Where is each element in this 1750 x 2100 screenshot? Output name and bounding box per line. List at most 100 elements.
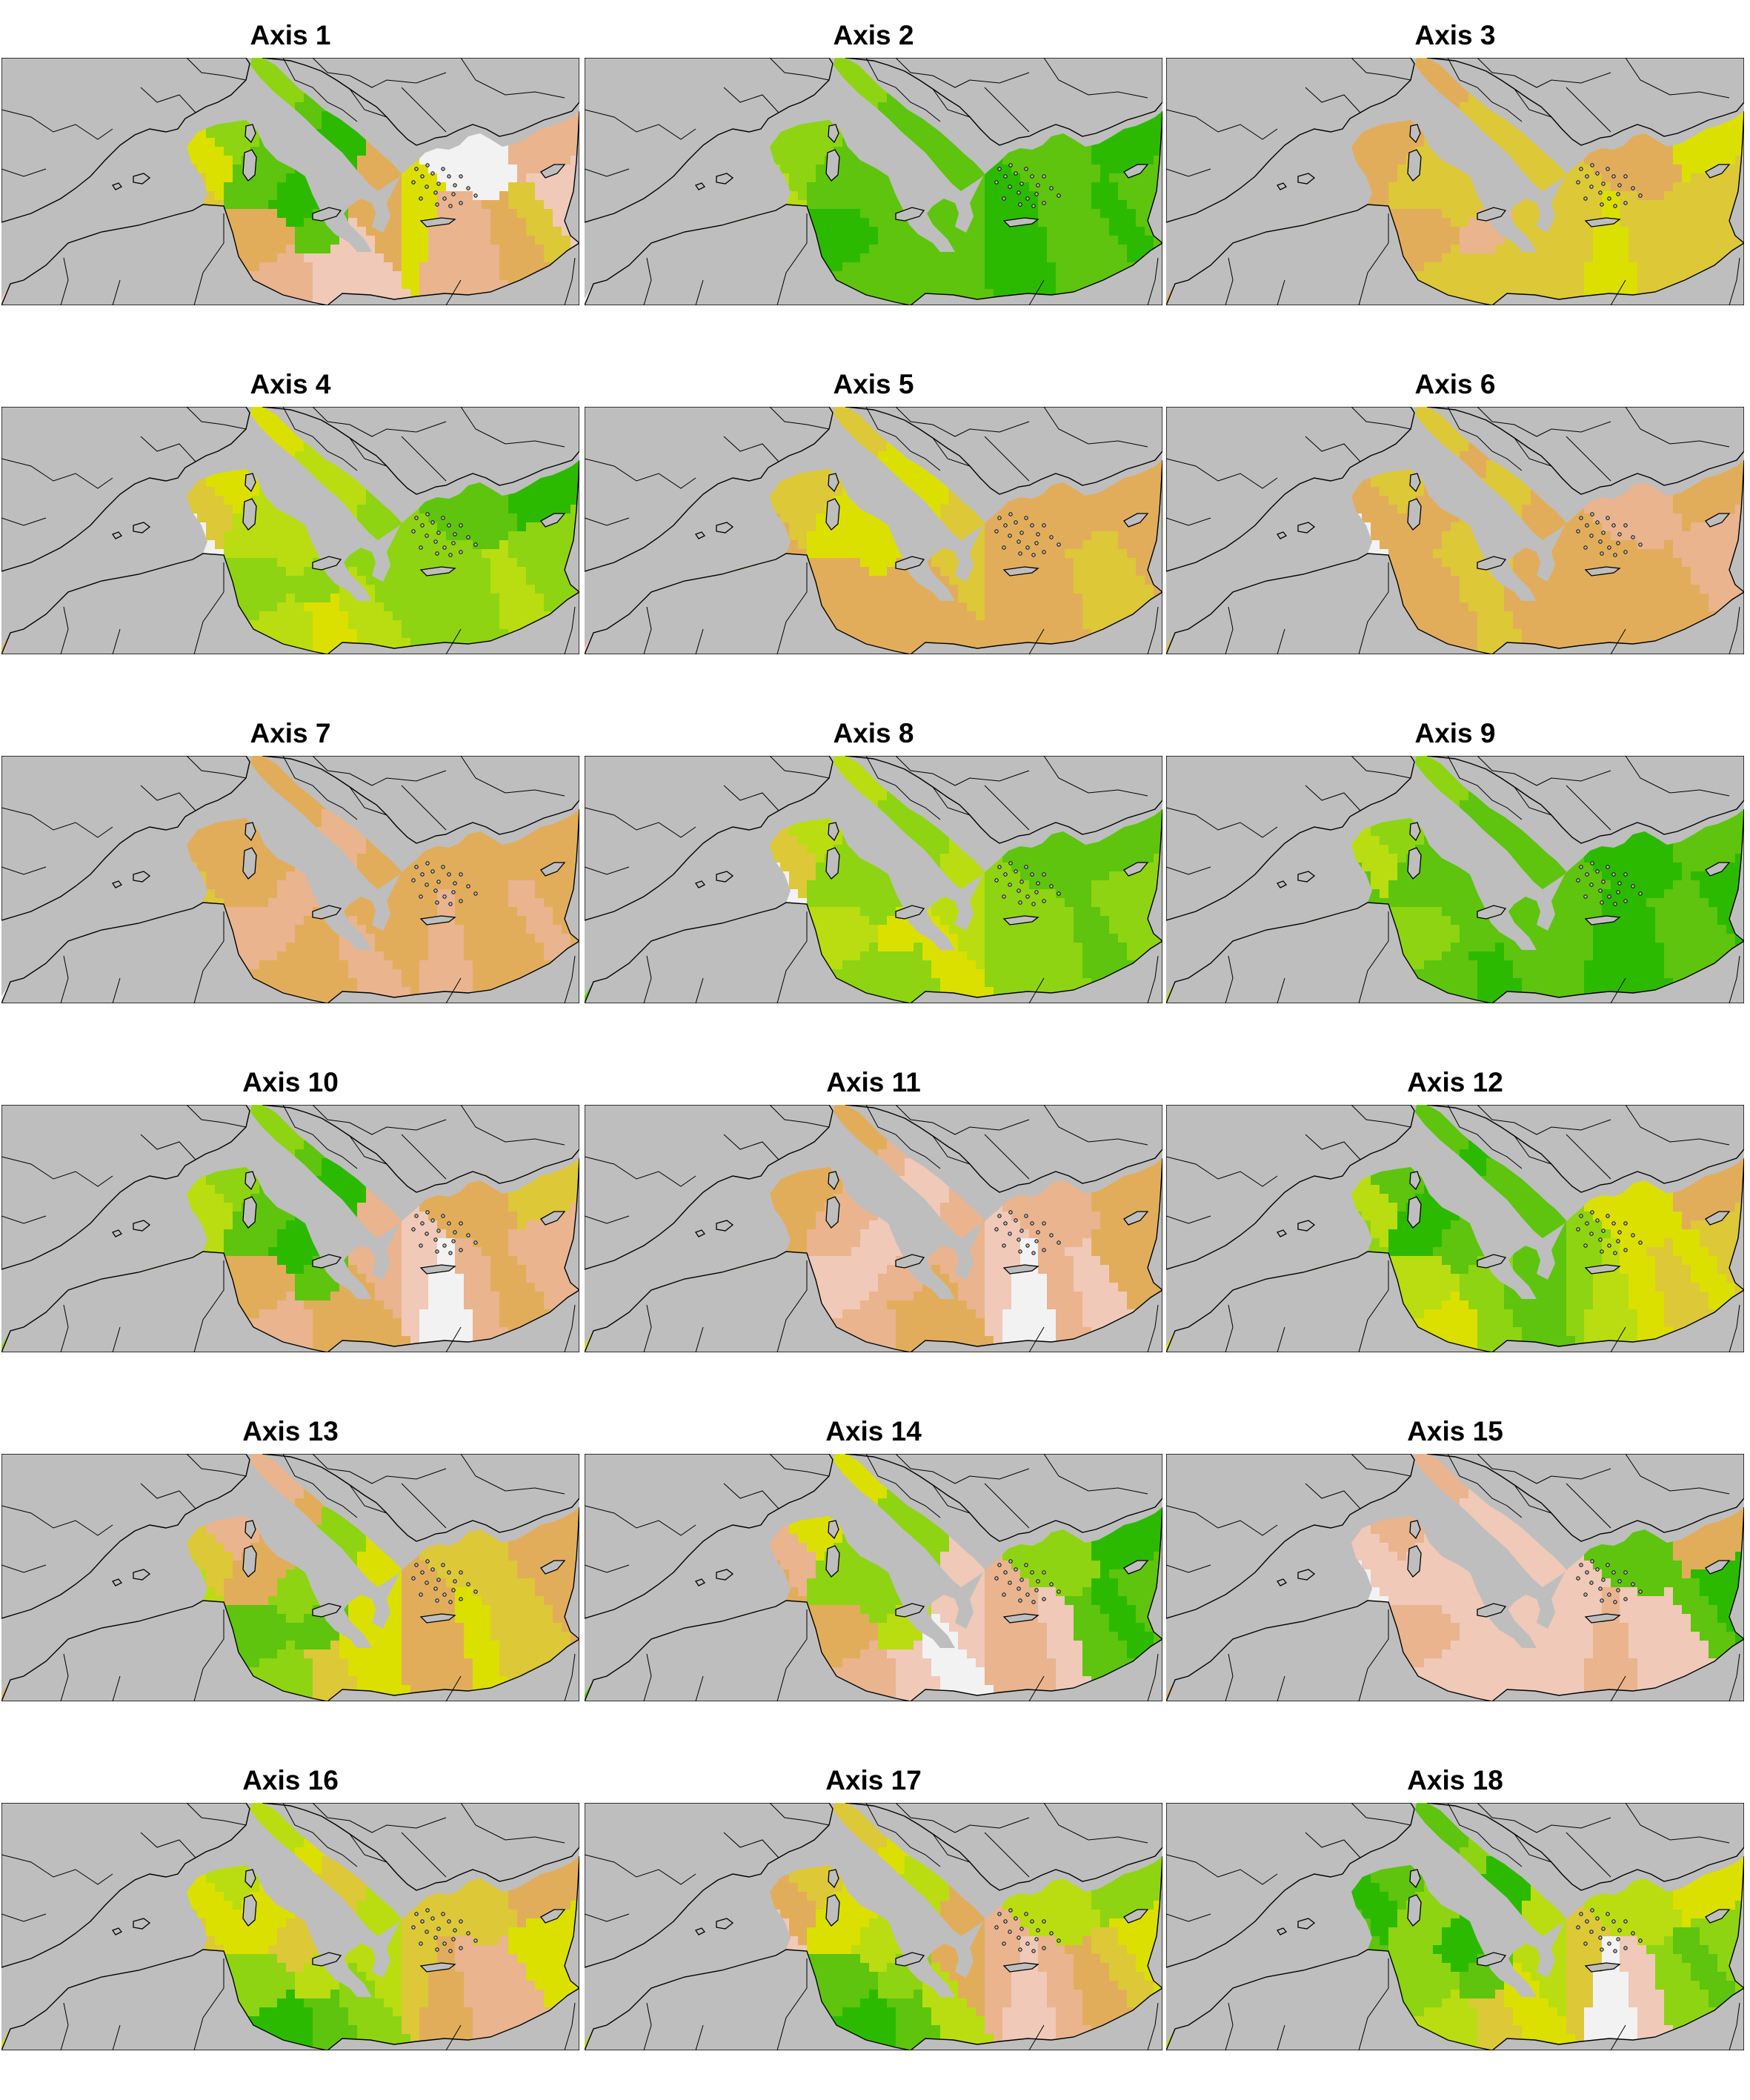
island [895,207,925,222]
islet [411,180,416,185]
islet [1008,1908,1013,1913]
country-border [1610,279,1626,305]
islet [451,1937,456,1941]
land-mass [564,1855,579,1989]
country-border [1566,1483,1611,1529]
country-border [585,168,630,177]
islet [1002,1941,1006,1946]
islet [436,1927,441,1931]
islet [1042,899,1046,903]
islet [1002,545,1006,550]
island [244,124,256,144]
islet [1030,523,1034,528]
islet [466,884,470,888]
islet [1598,190,1603,195]
islet [1018,1598,1022,1603]
country-border [723,436,779,462]
country-border [564,1653,576,1701]
islet [1008,1210,1013,1215]
islet [420,872,425,877]
country-border [60,1653,69,1701]
country-border [984,785,1030,831]
islet [1042,1221,1046,1226]
islet [411,878,416,883]
land-mass [1,1803,250,1968]
country-border [932,1135,971,1165]
country-border [186,1454,247,1477]
islet [466,186,470,190]
mediterranean-map [585,1105,1162,1352]
island [1705,164,1731,179]
islet [1030,1570,1034,1575]
islet [1018,1947,1022,1952]
country-border [1277,628,1285,654]
land-mass [1147,1506,1162,1640]
islet [466,1582,470,1586]
islet [1607,1592,1611,1597]
islet [1049,1931,1054,1935]
panel-title: Axis 14 [585,1396,1162,1454]
country-border [776,911,808,1003]
islet [1057,1589,1061,1594]
country-border [585,866,630,875]
islet [442,1941,447,1946]
country-border [1351,407,1411,430]
land-mass [1,902,328,1003]
island [1407,498,1422,531]
islet [1623,550,1628,554]
country-border [865,58,941,122]
country-border [723,785,779,811]
islet [447,523,451,528]
country-border [1,866,47,875]
island [1277,531,1288,539]
panel-title: Axis 16 [1,1745,579,1803]
country-border [1305,785,1361,811]
mediterranean-map [1166,1105,1744,1352]
islet [1613,902,1617,906]
island [419,217,456,227]
islet [1631,1233,1635,1237]
islet [459,1946,463,1950]
country-border [445,1326,462,1352]
island [1123,164,1149,179]
islet [420,1221,425,1226]
islet [1017,539,1021,544]
islet [459,201,463,205]
islet [1031,1949,1036,1953]
islet [1589,185,1594,189]
land-mass [326,591,579,654]
islet [1008,534,1012,538]
country-border [1225,2002,1234,2050]
islet [425,163,430,167]
islet [1057,1240,1061,1245]
land-mass [564,459,579,593]
islet [1579,1912,1583,1916]
country-border [723,1832,779,1858]
land-mass [1,204,328,305]
country-border [1729,1304,1740,1352]
islet [1014,520,1018,525]
panel-title: Axis 3 [1166,0,1744,58]
islet [419,894,423,899]
country-border [1305,436,1361,462]
islet [436,880,441,884]
islet [1034,1937,1039,1941]
country-border [895,58,1030,88]
country-border [1043,1803,1148,1844]
island [895,556,925,571]
islet [1589,883,1594,887]
islet [1595,869,1600,874]
land-mass [1166,1251,1493,1352]
land-mass [1426,1105,1744,1193]
islet [1607,894,1611,899]
islet [1031,553,1036,557]
islet [1613,204,1617,208]
islet [1601,1578,1606,1582]
island [1123,1211,1149,1226]
islet [1595,171,1600,176]
country-border [1028,977,1045,1003]
islet [997,1563,1002,1567]
country-border [1147,1653,1159,1701]
islet [1017,1586,1021,1591]
island [1477,207,1507,222]
